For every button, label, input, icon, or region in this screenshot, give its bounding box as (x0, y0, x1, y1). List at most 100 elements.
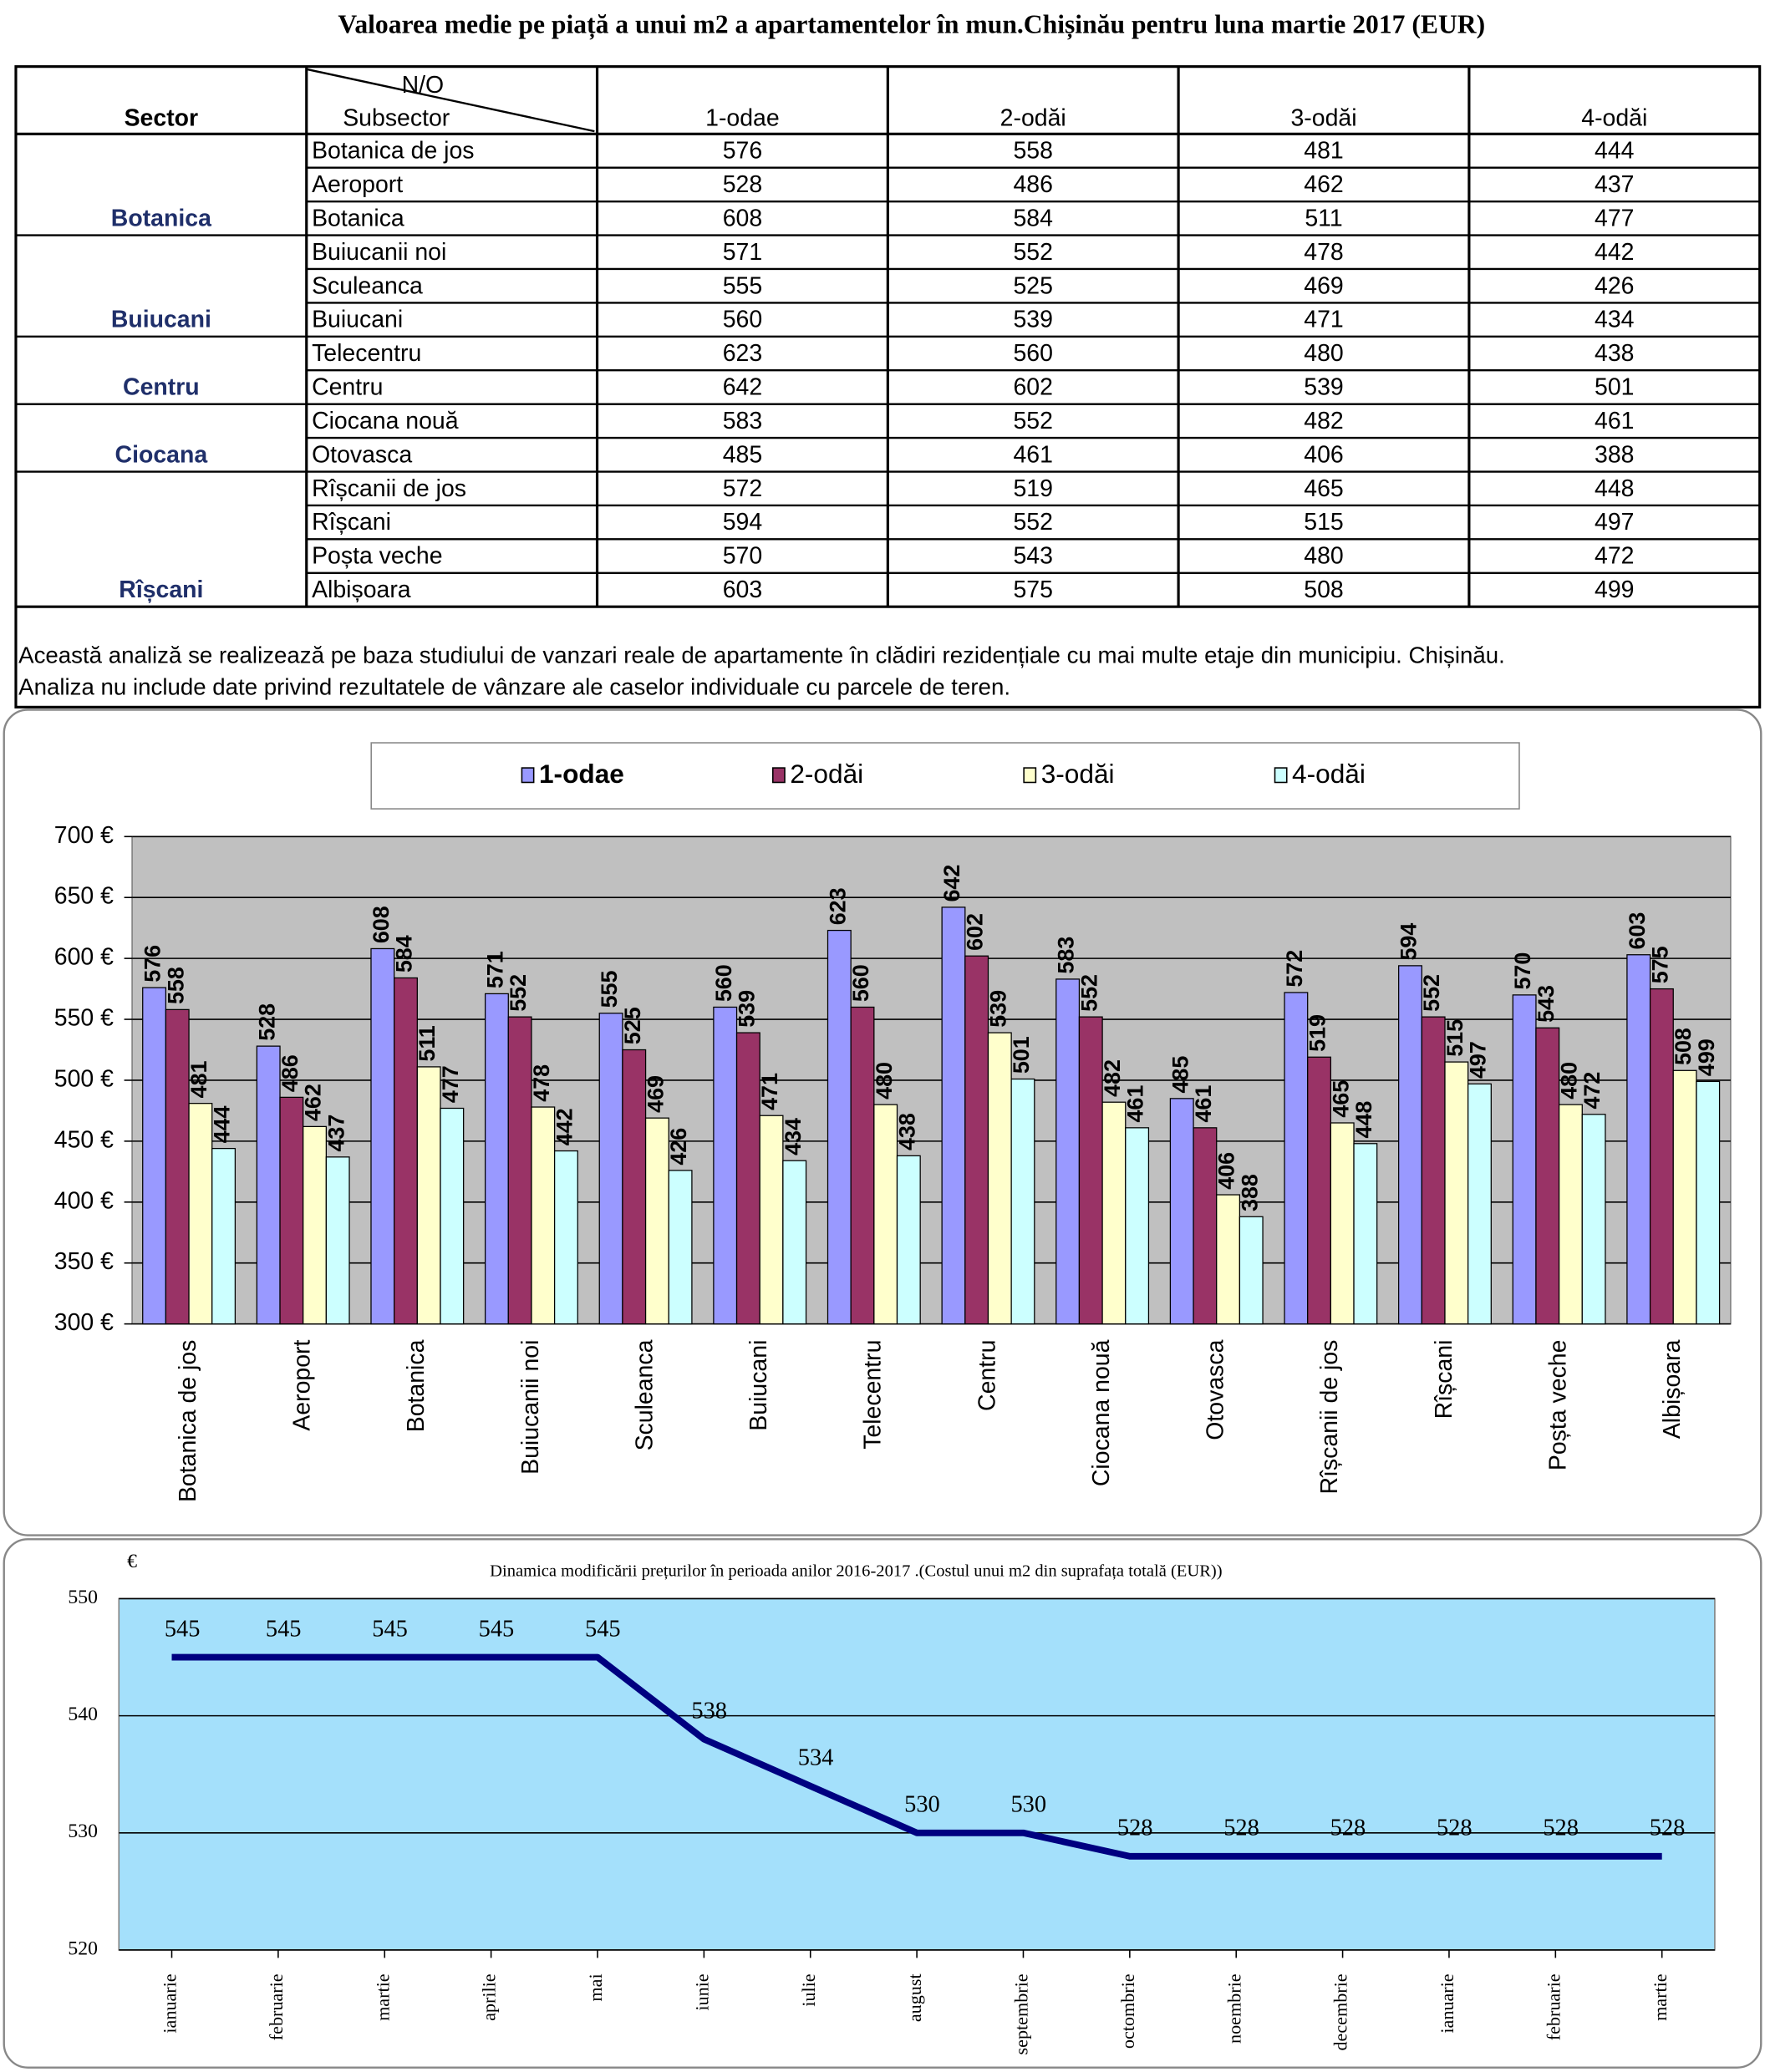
subsector-cell: Telecentru (312, 340, 421, 367)
sector-cell: Buiucani (111, 307, 211, 333)
bar (1444, 1061, 1469, 1325)
data-label: 560 (711, 964, 736, 1002)
data-label: 528 (1650, 1816, 1686, 1841)
data-label: 519 (1305, 1014, 1330, 1052)
data-label: 508 (1671, 1028, 1696, 1065)
legend-swatch (521, 767, 535, 784)
data-label: 558 (163, 967, 188, 1004)
subsector-cell: Botanica de jos (312, 138, 474, 165)
data-label: 477 (438, 1065, 463, 1103)
table-frame (14, 65, 1762, 708)
subsector-cell: Buiucani (312, 307, 403, 333)
x-tick-label: septembrie (1011, 1973, 1032, 2054)
value-cell: 560 (723, 307, 762, 333)
value-cell: 388 (1595, 441, 1634, 468)
value-cell: 434 (1595, 307, 1634, 333)
data-label: 426 (666, 1128, 691, 1166)
legend-label: 1-odae (539, 759, 624, 789)
note-line: Analiza nu include date privind rezultat… (18, 674, 1010, 700)
bar (211, 1147, 237, 1325)
data-label: 528 (254, 1003, 279, 1041)
bar (668, 1170, 693, 1325)
subsector-cell: Botanica (312, 205, 404, 231)
bar (1125, 1127, 1150, 1325)
bar (1649, 988, 1674, 1325)
data-label: 442 (552, 1108, 577, 1145)
data-label: 497 (1466, 1041, 1491, 1079)
y-axis-label: € (127, 1551, 137, 1572)
data-label: 572 (1282, 950, 1307, 988)
header-sector: Sector (125, 104, 199, 131)
data-label: 511 (415, 1025, 440, 1061)
x-tick-label: Sculeanca (631, 1339, 658, 1450)
plot-area (118, 1597, 1716, 1951)
data-label: 515 (1442, 1019, 1467, 1057)
bar (440, 1107, 465, 1325)
bar (370, 947, 395, 1325)
bar (1421, 1016, 1446, 1325)
data-label: 552 (506, 974, 531, 1012)
data-label: 545 (165, 1616, 201, 1642)
bar (1398, 965, 1422, 1325)
column-header: 2-odăi (1000, 104, 1066, 131)
column-header: 4-odăi (1581, 104, 1647, 131)
data-label: 560 (848, 964, 873, 1002)
data-label: 530 (904, 1792, 940, 1818)
y-tick-label: 700 € (54, 822, 114, 849)
value-cell: 462 (1304, 171, 1343, 198)
y-tick-label: 650 € (54, 883, 114, 910)
legend-label: 2-odăi (790, 759, 863, 789)
bar (507, 1016, 532, 1325)
subsector-cell: Poșta veche (312, 543, 443, 570)
y-tick-label: 530 (68, 1821, 98, 1842)
data-label: 534 (798, 1745, 834, 1771)
value-cell: 539 (1304, 374, 1343, 401)
value-cell: 515 (1304, 509, 1343, 536)
subsector-cell: Buiucanii noi (312, 239, 446, 266)
data-label: 482 (1100, 1059, 1125, 1097)
value-cell: 465 (1304, 475, 1343, 502)
value-cell: 482 (1304, 408, 1343, 434)
bar (484, 993, 509, 1325)
x-tick-label: ianuarie (160, 1973, 181, 2033)
bar (531, 1106, 556, 1325)
legend-swatch (772, 767, 786, 784)
note-line: Această analiză se realizează pe baza st… (18, 642, 1505, 668)
bar (827, 929, 852, 1325)
value-cell: 461 (1013, 441, 1052, 468)
x-tick-label: august (904, 1973, 925, 2023)
y-tick-label: 450 € (54, 1126, 114, 1153)
bar (782, 1160, 807, 1325)
header-subsector: Subsector (343, 104, 450, 131)
data-label: 478 (529, 1064, 554, 1102)
data-label: 528 (1437, 1816, 1473, 1841)
bar (256, 1045, 281, 1325)
x-tick-label: martie (1650, 1973, 1671, 2021)
data-label: 444 (210, 1105, 235, 1143)
bar (1055, 978, 1081, 1325)
bar (1626, 954, 1651, 1325)
value-cell: 576 (723, 138, 762, 165)
data-label: 499 (1694, 1039, 1719, 1076)
x-tick-label: Poșta veche (1544, 1340, 1571, 1471)
data-label: 480 (872, 1062, 897, 1099)
y-tick-label: 550 € (54, 1005, 114, 1032)
x-tick-label: februarie (1543, 1973, 1564, 2040)
data-label: 438 (894, 1113, 919, 1150)
subsector-cell: Rîșcanii de jos (312, 475, 466, 502)
x-tick-label: Rîșcani (1431, 1340, 1457, 1419)
data-label: 584 (392, 935, 417, 973)
subsector-cell: Centru (312, 374, 383, 401)
page-title: Valoarea medie pe piață a unui m2 a apar… (338, 9, 1485, 39)
data-label: 448 (1351, 1101, 1376, 1139)
value-cell: 555 (723, 272, 762, 299)
y-tick-label: 600 € (54, 944, 114, 971)
data-label: 545 (372, 1616, 408, 1642)
data-label: 608 (369, 906, 394, 943)
bar (1216, 1194, 1241, 1325)
bar (713, 1006, 738, 1325)
data-label: 434 (781, 1118, 806, 1155)
value-cell: 511 (1305, 205, 1342, 231)
legend-swatch (1023, 767, 1037, 784)
